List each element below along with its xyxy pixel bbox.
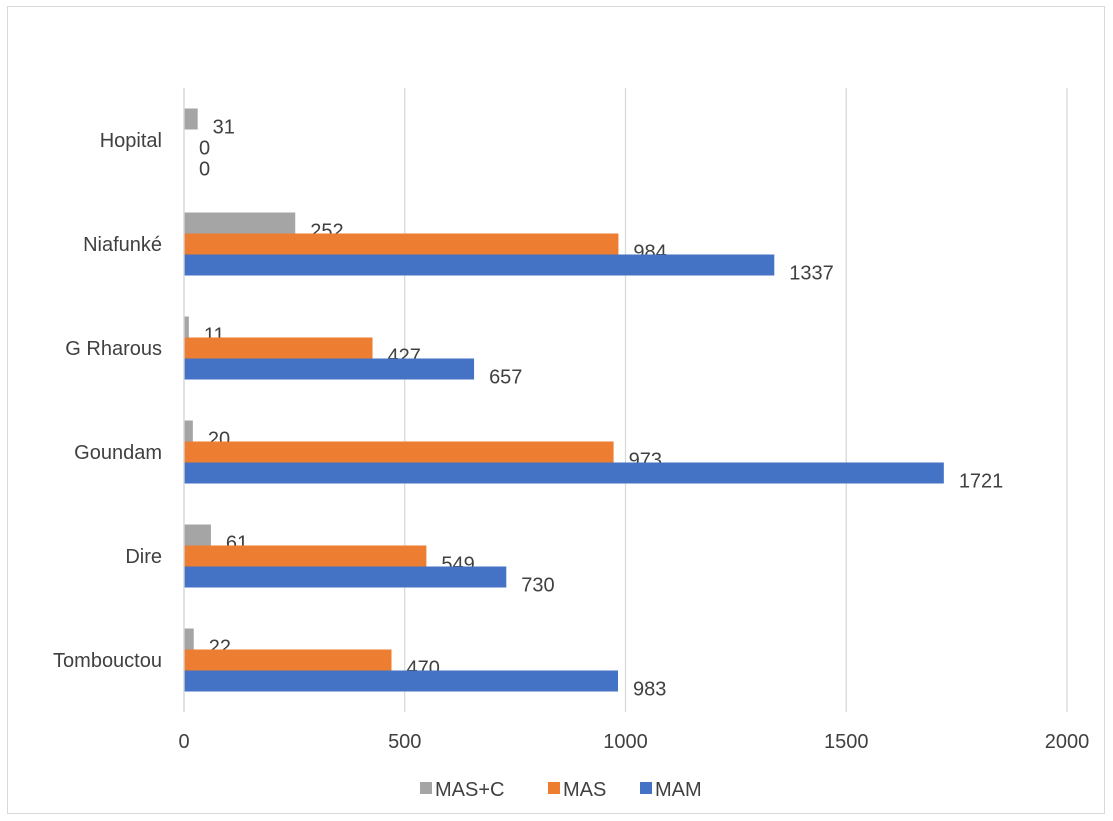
data-label-mam-goundam: 1721 <box>959 471 1004 493</box>
bar-mas-c-tombouctou <box>184 628 194 650</box>
bar-mas-c-goundam <box>184 420 193 442</box>
data-label-mam-tombouctou: 983 <box>633 679 666 701</box>
data-label-mas-hopital: 0 <box>199 138 210 160</box>
bar-mas-dire <box>184 545 427 567</box>
x-tick-label: 0 <box>178 731 189 753</box>
bar-mas-niafunk <box>184 233 619 255</box>
bar-mas-c-g-rharous <box>184 316 189 338</box>
bar-mas-goundam <box>184 441 614 463</box>
data-label-mas-c-hopital: 31 <box>213 117 235 139</box>
category-label-goundam: Goundam <box>74 442 162 464</box>
legend-label-mas: MAS <box>563 779 606 801</box>
category-label-dire: Dire <box>125 546 162 568</box>
category-label-niafunk: Niafunké <box>83 234 162 256</box>
category-label-g-rharous: G Rharous <box>65 338 162 360</box>
legend-swatch-mam <box>640 782 652 794</box>
category-label-hopital: Hopital <box>100 130 162 152</box>
bar-mas-c-hopital <box>184 108 198 130</box>
bar-mam-dire <box>184 566 507 588</box>
x-tick-label: 1000 <box>603 731 648 753</box>
bar-mas-c-dire <box>184 524 211 546</box>
bar-mam-tombouctou <box>184 670 618 692</box>
bar-mam-niafunk <box>184 254 775 276</box>
bar-mas-tombouctou <box>184 649 392 671</box>
x-tick-label: 1500 <box>824 731 869 753</box>
data-label-mam-dire: 730 <box>521 575 554 597</box>
x-tick-label: 500 <box>388 731 421 753</box>
x-tick-label: 2000 <box>1045 731 1090 753</box>
legend-label-mam: MAM <box>655 779 702 801</box>
legend-label-mas-c: MAS+C <box>435 779 504 801</box>
data-label-mam-g-rharous: 657 <box>489 367 522 389</box>
data-label-mam-niafunk: 1337 <box>789 263 834 285</box>
bar-mas-c-niafunk <box>184 212 296 234</box>
category-label-tombouctou: Tombouctou <box>53 650 162 672</box>
bar-mam-goundam <box>184 462 944 484</box>
data-label-mam-hopital: 0 <box>199 159 210 181</box>
legend-swatch-mas-c <box>420 782 432 794</box>
legend-swatch-mas <box>548 782 560 794</box>
bar-mas-g-rharous <box>184 337 373 359</box>
bar-mam-g-rharous <box>184 358 475 380</box>
